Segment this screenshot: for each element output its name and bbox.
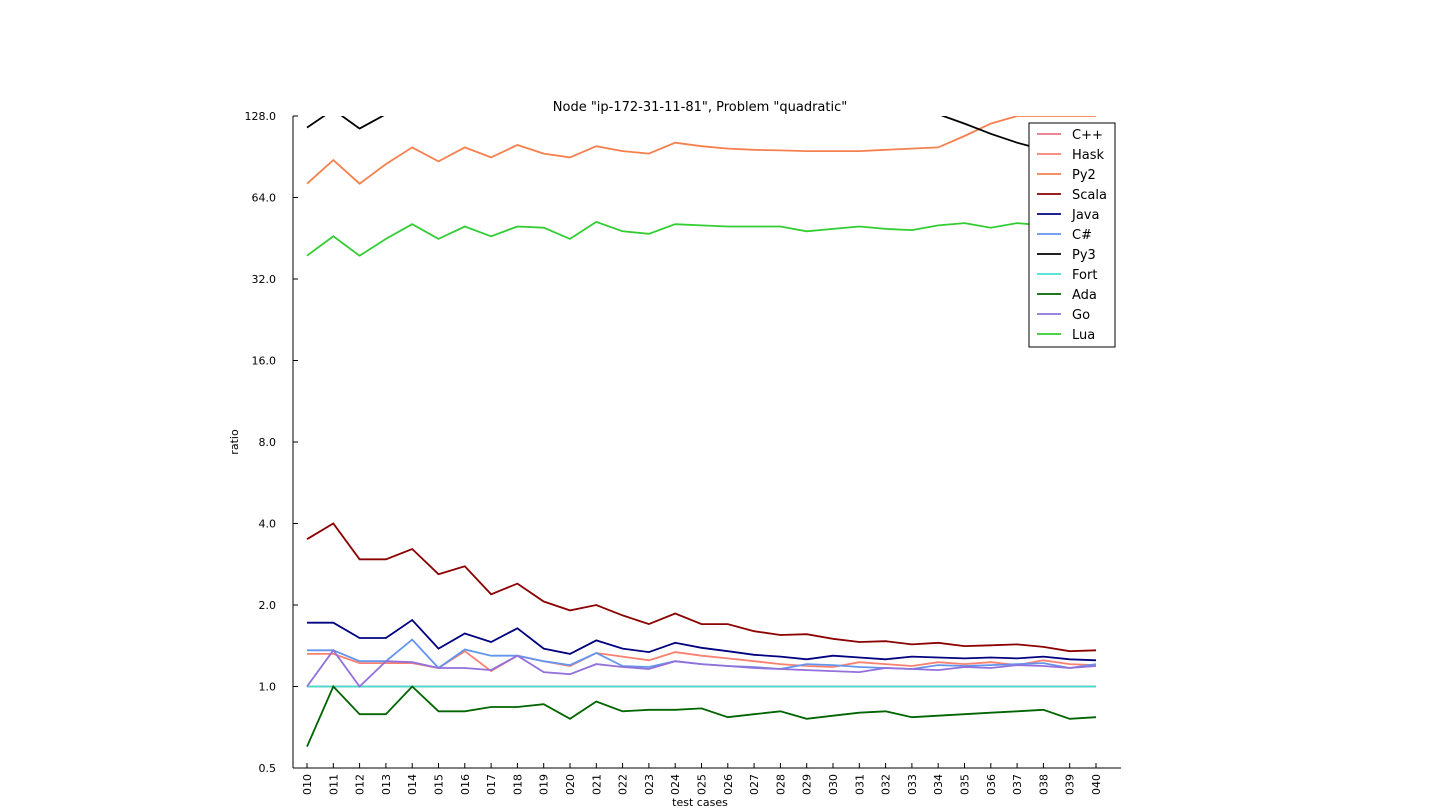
x-tick-label: 023 <box>643 774 656 795</box>
series-line-ada <box>306 684 1097 747</box>
legend-label: Lua <box>1072 328 1095 343</box>
x-tick-label: 026 <box>722 774 735 795</box>
y-axis-label: ratio <box>228 429 241 455</box>
y-tick-label: 128.0 <box>245 110 277 123</box>
x-tick-label: 025 <box>696 774 709 795</box>
x-tick-label: 032 <box>880 774 893 795</box>
y-tick-label: 4.0 <box>259 518 277 531</box>
axes-layer: 0.5 1.0 2.0 4.0 8.0 16.0 32.0 64.0 128.0 010 011 01… <box>245 110 1121 795</box>
x-tick-label: 033 <box>906 774 919 795</box>
x-tick-label: 013 <box>380 774 393 795</box>
series-line-lua <box>306 220 1096 257</box>
x-tick-label: 034 <box>932 774 945 795</box>
x-tick-label: 014 <box>406 774 419 795</box>
x-tick-label: 024 <box>669 774 682 795</box>
x-tick-label: 031 <box>853 774 866 795</box>
x-tick-label: 018 <box>511 774 524 795</box>
legend-label: Java <box>1071 208 1099 223</box>
x-tick-label: 030 <box>827 774 840 795</box>
legend: C++ Hask Py2 Scala Java C# Py3 Fort Ada Go Lua <box>1028 122 1116 348</box>
y-tick-label: 32.0 <box>252 273 277 286</box>
legend-label: C++ <box>1072 128 1103 143</box>
legend-label: Scala <box>1072 188 1107 203</box>
x-tick-label: 021 <box>590 774 603 795</box>
x-tick-label: 019 <box>538 774 551 795</box>
legend-label: Ada <box>1072 288 1097 303</box>
x-tick-label: 040 <box>1090 774 1103 795</box>
x-tick-label: 035 <box>959 774 972 795</box>
y-tick-label: 1.0 <box>259 681 277 694</box>
legend-label: Py2 <box>1072 168 1096 183</box>
x-axis-label: test cases <box>672 796 728 809</box>
legend-label: Fort <box>1072 268 1097 283</box>
x-tick-label: 038 <box>1037 774 1050 795</box>
y-tick-label: 2.0 <box>259 599 277 612</box>
x-tick-label: 027 <box>748 774 761 795</box>
y-tick-label: 64.0 <box>252 192 277 205</box>
y-tick-label: 0.5 <box>259 762 277 775</box>
x-tick-label: 020 <box>564 774 577 795</box>
x-tick-label: 016 <box>459 774 472 795</box>
legend-label: Go <box>1072 308 1090 323</box>
x-tick-label: 010 <box>301 774 314 795</box>
x-tick-label: 022 <box>617 774 630 795</box>
series-line-py2 <box>306 116 1096 185</box>
series-line-go <box>306 648 1097 688</box>
x-tick-label: 011 <box>327 774 340 795</box>
series-line-py3 <box>306 116 1096 151</box>
legend-label: Py3 <box>1072 248 1096 263</box>
legend-label: C# <box>1072 228 1092 243</box>
series-line-scala <box>306 522 1097 653</box>
x-tick-label: 036 <box>985 774 998 795</box>
x-tick-label: 039 <box>1064 774 1077 795</box>
series-layer <box>306 116 1097 747</box>
chart-title: Node "ip-172-31-11-81", Problem "quadrat… <box>553 100 847 115</box>
x-tick-label: 037 <box>1011 774 1024 795</box>
y-tick-label: 16.0 <box>252 355 277 368</box>
x-tick-label: 017 <box>485 774 498 795</box>
x-tick-label: 015 <box>433 774 446 795</box>
x-tick-label: 012 <box>354 774 367 795</box>
y-tick-label: 8.0 <box>259 436 277 449</box>
series-line-java <box>307 618 1097 662</box>
x-tick-label: 029 <box>801 774 814 795</box>
x-tick-label: 028 <box>774 774 787 795</box>
legend-box <box>1028 122 1116 348</box>
legend-label: Hask <box>1072 148 1105 163</box>
